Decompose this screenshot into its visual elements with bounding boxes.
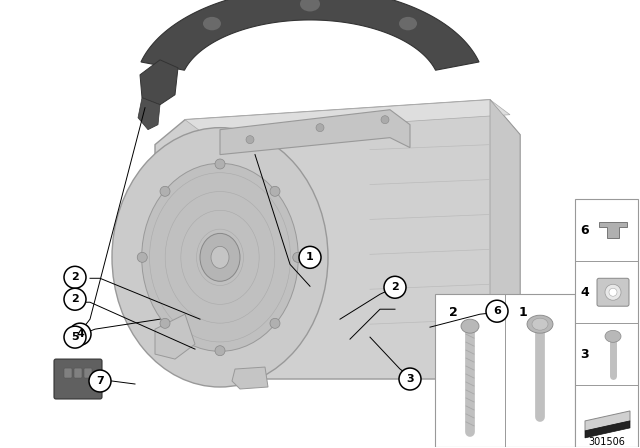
Polygon shape bbox=[141, 0, 479, 70]
Text: 2: 2 bbox=[71, 294, 79, 304]
Ellipse shape bbox=[461, 319, 479, 333]
Circle shape bbox=[292, 252, 303, 263]
Ellipse shape bbox=[112, 128, 328, 387]
Circle shape bbox=[64, 266, 86, 288]
Polygon shape bbox=[155, 314, 195, 359]
Circle shape bbox=[69, 323, 91, 345]
Circle shape bbox=[215, 346, 225, 356]
Polygon shape bbox=[599, 222, 627, 238]
Text: 4: 4 bbox=[580, 286, 589, 299]
Text: 5: 5 bbox=[71, 332, 79, 342]
Polygon shape bbox=[155, 100, 520, 379]
Text: 6: 6 bbox=[493, 306, 501, 316]
Circle shape bbox=[486, 300, 508, 322]
FancyBboxPatch shape bbox=[575, 199, 638, 447]
Text: 4: 4 bbox=[76, 329, 84, 339]
Ellipse shape bbox=[203, 17, 221, 30]
Circle shape bbox=[270, 319, 280, 328]
Polygon shape bbox=[490, 100, 520, 379]
Text: 1: 1 bbox=[306, 252, 314, 263]
Ellipse shape bbox=[532, 318, 548, 330]
FancyBboxPatch shape bbox=[54, 359, 102, 399]
Ellipse shape bbox=[211, 246, 229, 268]
Circle shape bbox=[399, 368, 421, 390]
Circle shape bbox=[64, 288, 86, 310]
Polygon shape bbox=[140, 60, 178, 105]
Text: 301506: 301506 bbox=[589, 437, 625, 447]
Text: 2: 2 bbox=[391, 282, 399, 292]
Ellipse shape bbox=[200, 233, 240, 281]
Ellipse shape bbox=[141, 164, 298, 351]
Circle shape bbox=[299, 246, 321, 268]
Text: 2: 2 bbox=[71, 272, 79, 282]
Polygon shape bbox=[232, 367, 268, 389]
Polygon shape bbox=[220, 110, 410, 155]
Text: 6: 6 bbox=[580, 224, 589, 237]
FancyBboxPatch shape bbox=[64, 368, 72, 378]
Text: 3: 3 bbox=[580, 348, 589, 361]
Circle shape bbox=[316, 124, 324, 132]
FancyBboxPatch shape bbox=[597, 278, 629, 306]
Circle shape bbox=[160, 186, 170, 196]
Circle shape bbox=[137, 252, 147, 263]
Circle shape bbox=[215, 159, 225, 169]
Circle shape bbox=[246, 136, 254, 144]
Circle shape bbox=[609, 288, 617, 296]
Ellipse shape bbox=[527, 315, 553, 333]
Polygon shape bbox=[185, 100, 510, 135]
Circle shape bbox=[384, 276, 406, 298]
Text: 7: 7 bbox=[96, 376, 104, 386]
Ellipse shape bbox=[300, 0, 320, 12]
Circle shape bbox=[89, 370, 111, 392]
Polygon shape bbox=[585, 411, 630, 431]
FancyBboxPatch shape bbox=[74, 368, 82, 378]
Text: 2: 2 bbox=[449, 306, 458, 319]
Circle shape bbox=[605, 284, 621, 300]
Circle shape bbox=[64, 326, 86, 348]
Text: 3: 3 bbox=[406, 374, 414, 384]
FancyBboxPatch shape bbox=[84, 368, 92, 378]
Circle shape bbox=[160, 319, 170, 328]
Circle shape bbox=[381, 116, 389, 124]
Polygon shape bbox=[585, 421, 630, 438]
Text: 1: 1 bbox=[519, 306, 528, 319]
Ellipse shape bbox=[399, 17, 417, 30]
Ellipse shape bbox=[605, 330, 621, 342]
Polygon shape bbox=[138, 98, 160, 129]
Circle shape bbox=[270, 186, 280, 196]
FancyBboxPatch shape bbox=[435, 294, 575, 447]
